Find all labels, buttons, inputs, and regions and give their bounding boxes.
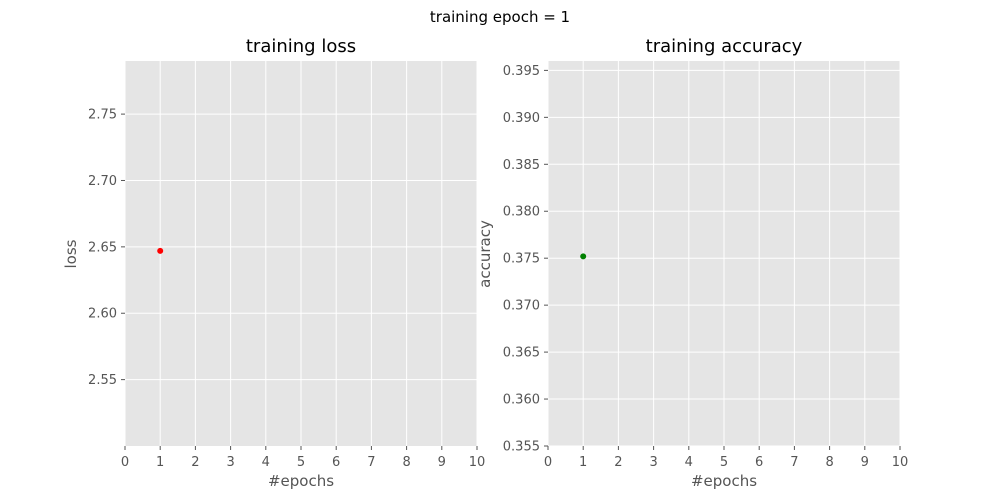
accuracy-y-tick-label: 0.360 xyxy=(503,393,540,408)
loss-data-point xyxy=(157,247,164,254)
loss-y-axis-label: loss xyxy=(62,239,80,268)
accuracy-y-tick-label: 0.355 xyxy=(503,440,540,455)
loss-y-tick-label: 2.55 xyxy=(88,373,117,388)
accuracy-chart: 0 1 2 3 4 5 6 7 8 9 10 0.355 0.360 0.365 0.370 0.375 0.3… xyxy=(476,36,908,490)
accuracy-data-point xyxy=(580,253,587,260)
accuracy-x-tick-label: 2 xyxy=(614,455,622,470)
accuracy-ticks: 0 1 2 3 4 5 6 7 8 9 10 0.355 0.360 0.365 0.370 0.375 0.3… xyxy=(503,64,908,470)
loss-ticks: 0 1 2 3 4 5 6 7 8 9 10 2.55 2.60 2.65 2.70 2.75 xyxy=(88,108,485,470)
loss-chart: 0 1 2 3 4 5 6 7 8 9 10 2.55 2.60 2.65 2.70 2.75 trainin… xyxy=(62,36,485,490)
accuracy-chart-title: training accuracy xyxy=(646,36,803,57)
accuracy-y-tick-label: 0.390 xyxy=(503,111,540,126)
accuracy-x-tick-label: 5 xyxy=(720,455,728,470)
accuracy-y-tick-label: 0.370 xyxy=(503,299,540,314)
loss-x-axis-label: #epochs xyxy=(268,472,334,490)
loss-x-tick-label: 8 xyxy=(402,455,410,470)
accuracy-x-tick-label: 7 xyxy=(790,455,798,470)
accuracy-y-tick-label: 0.385 xyxy=(503,158,540,173)
loss-y-tick-label: 2.65 xyxy=(88,240,117,255)
figure-suptitle: training epoch = 1 xyxy=(430,8,570,26)
loss-y-tick-label: 2.60 xyxy=(88,307,117,322)
loss-x-tick-label: 5 xyxy=(297,455,305,470)
accuracy-x-tick-label: 10 xyxy=(892,455,909,470)
loss-x-tick-label: 0 xyxy=(121,455,129,470)
loss-x-tick-label: 1 xyxy=(156,455,164,470)
accuracy-x-tick-label: 4 xyxy=(685,455,693,470)
accuracy-x-tick-label: 6 xyxy=(755,455,763,470)
loss-y-tick-label: 2.75 xyxy=(88,108,117,123)
accuracy-x-tick-label: 8 xyxy=(825,455,833,470)
loss-x-tick-label: 4 xyxy=(262,455,270,470)
loss-chart-title: training loss xyxy=(246,36,356,57)
accuracy-grid xyxy=(547,61,901,447)
accuracy-y-axis-label: accuracy xyxy=(476,220,494,288)
loss-y-tick-label: 2.70 xyxy=(88,174,117,189)
accuracy-y-tick-label: 0.365 xyxy=(503,346,540,361)
accuracy-points xyxy=(580,253,587,260)
accuracy-x-axis-label: #epochs xyxy=(691,472,757,490)
accuracy-x-tick-label: 3 xyxy=(649,455,657,470)
loss-x-tick-label: 6 xyxy=(332,455,340,470)
loss-grid xyxy=(124,61,478,446)
loss-x-tick-label: 10 xyxy=(469,455,486,470)
accuracy-x-tick-label: 0 xyxy=(544,455,552,470)
accuracy-y-tick-label: 0.395 xyxy=(503,64,540,79)
loss-points xyxy=(157,247,164,254)
loss-x-tick-label: 3 xyxy=(226,455,234,470)
loss-x-tick-label: 9 xyxy=(438,455,446,470)
accuracy-y-tick-label: 0.380 xyxy=(503,205,540,220)
accuracy-y-tick-label: 0.375 xyxy=(503,252,540,267)
loss-x-tick-label: 2 xyxy=(191,455,199,470)
loss-x-tick-label: 7 xyxy=(367,455,375,470)
accuracy-x-tick-label: 1 xyxy=(579,455,587,470)
accuracy-x-tick-label: 9 xyxy=(861,455,869,470)
